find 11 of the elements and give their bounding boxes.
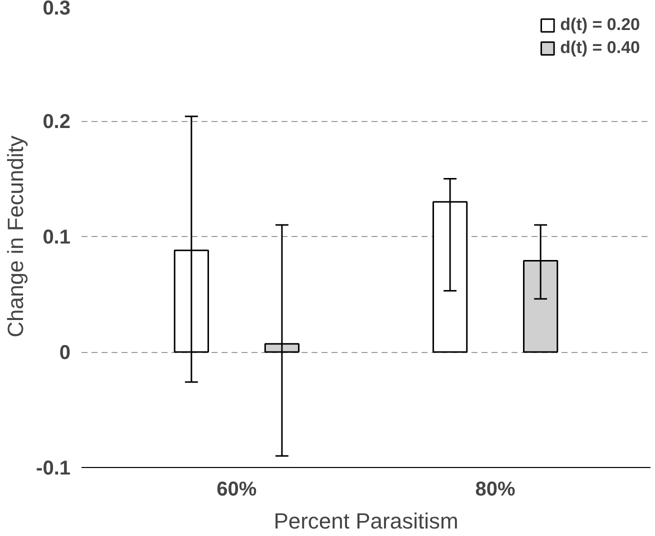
y-tick-label: 0: [59, 342, 70, 364]
y-tick-label: 0.3: [42, 0, 71, 20]
legend-label: d(t) = 0.20: [560, 15, 640, 35]
legend-label: d(t) = 0.40: [560, 38, 640, 58]
x-tick-label: 80%: [475, 478, 516, 500]
y-tick-label: -0.1: [36, 458, 71, 480]
y-axis-title: Change in Fecundity: [3, 136, 28, 338]
x-axis-title: Percent Parasitism: [274, 508, 458, 534]
y-tick-label: 0.1: [42, 226, 71, 248]
y-tick-label: 0.2: [42, 111, 71, 133]
x-tick-label: 60%: [216, 478, 257, 500]
